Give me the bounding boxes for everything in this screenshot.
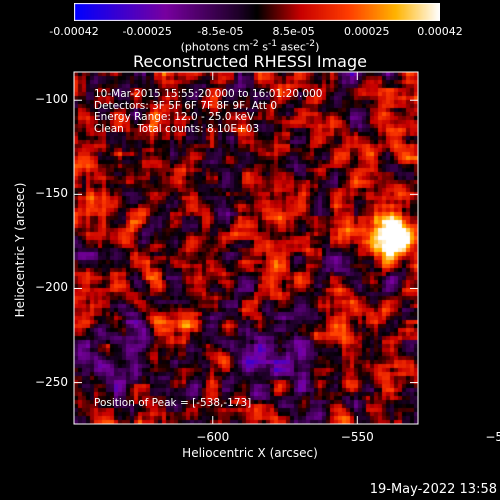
y-tick-label: −250: [35, 374, 68, 389]
peak-position-label: Position of Peak = [-538,-173]: [94, 397, 252, 409]
units-exp: -2: [249, 38, 259, 49]
annotation-line: Detectors: 3F 5F 6F 7F 8F 9F, Att 0: [94, 99, 278, 112]
y-tick-label: −100: [35, 92, 68, 107]
colorbar-tick-label: 0.00025: [344, 25, 390, 38]
colorbar-tick-label: 0.00042: [417, 25, 463, 38]
chart-title: Reconstructed RHESSI Image: [133, 52, 367, 71]
colorbar-gradient: [74, 3, 440, 21]
x-tick-label: −500: [485, 430, 500, 444]
y-tick-label: −150: [35, 186, 68, 201]
units-exp: -1: [267, 38, 278, 49]
y-axis-label: Heliocentric Y (arcsec): [13, 182, 27, 318]
plot-frame: [73, 71, 419, 425]
units-exp: -2: [305, 38, 316, 49]
colorbar-tick-label: 8.5e-05: [272, 25, 315, 38]
y-tick-label: −200: [35, 280, 68, 295]
x-axis-label: Heliocentric X (arcsec): [182, 446, 318, 460]
annotation-line: 10-Mar-2015 15:55:20.000 to 16:01:20.000: [94, 88, 323, 100]
heatmap-image: [74, 72, 418, 424]
units-part: s: [258, 40, 268, 54]
colorbar-tick-label: -0.00042: [49, 25, 99, 38]
x-tick-label: −550: [340, 430, 374, 444]
annotation-line: Energy Range: 12.0 - 25.0 keV: [94, 111, 255, 123]
annotation-line: Clean Total counts: 8.10E+03: [94, 122, 260, 135]
units-part: asec: [277, 40, 306, 54]
colorbar-tick-label: -8.5e-05: [197, 25, 244, 38]
units-part: (photons cm: [180, 40, 250, 54]
colorbar: [74, 3, 440, 21]
x-tick-label: −600: [196, 430, 230, 444]
colorbar-units: (photons cm-2 s-1 asec-2): [0, 38, 500, 54]
colorbar-tick-label: -0.00025: [122, 25, 172, 38]
units-part: ): [315, 40, 320, 54]
timestamp: 19-May-2022 13:58: [369, 482, 497, 497]
